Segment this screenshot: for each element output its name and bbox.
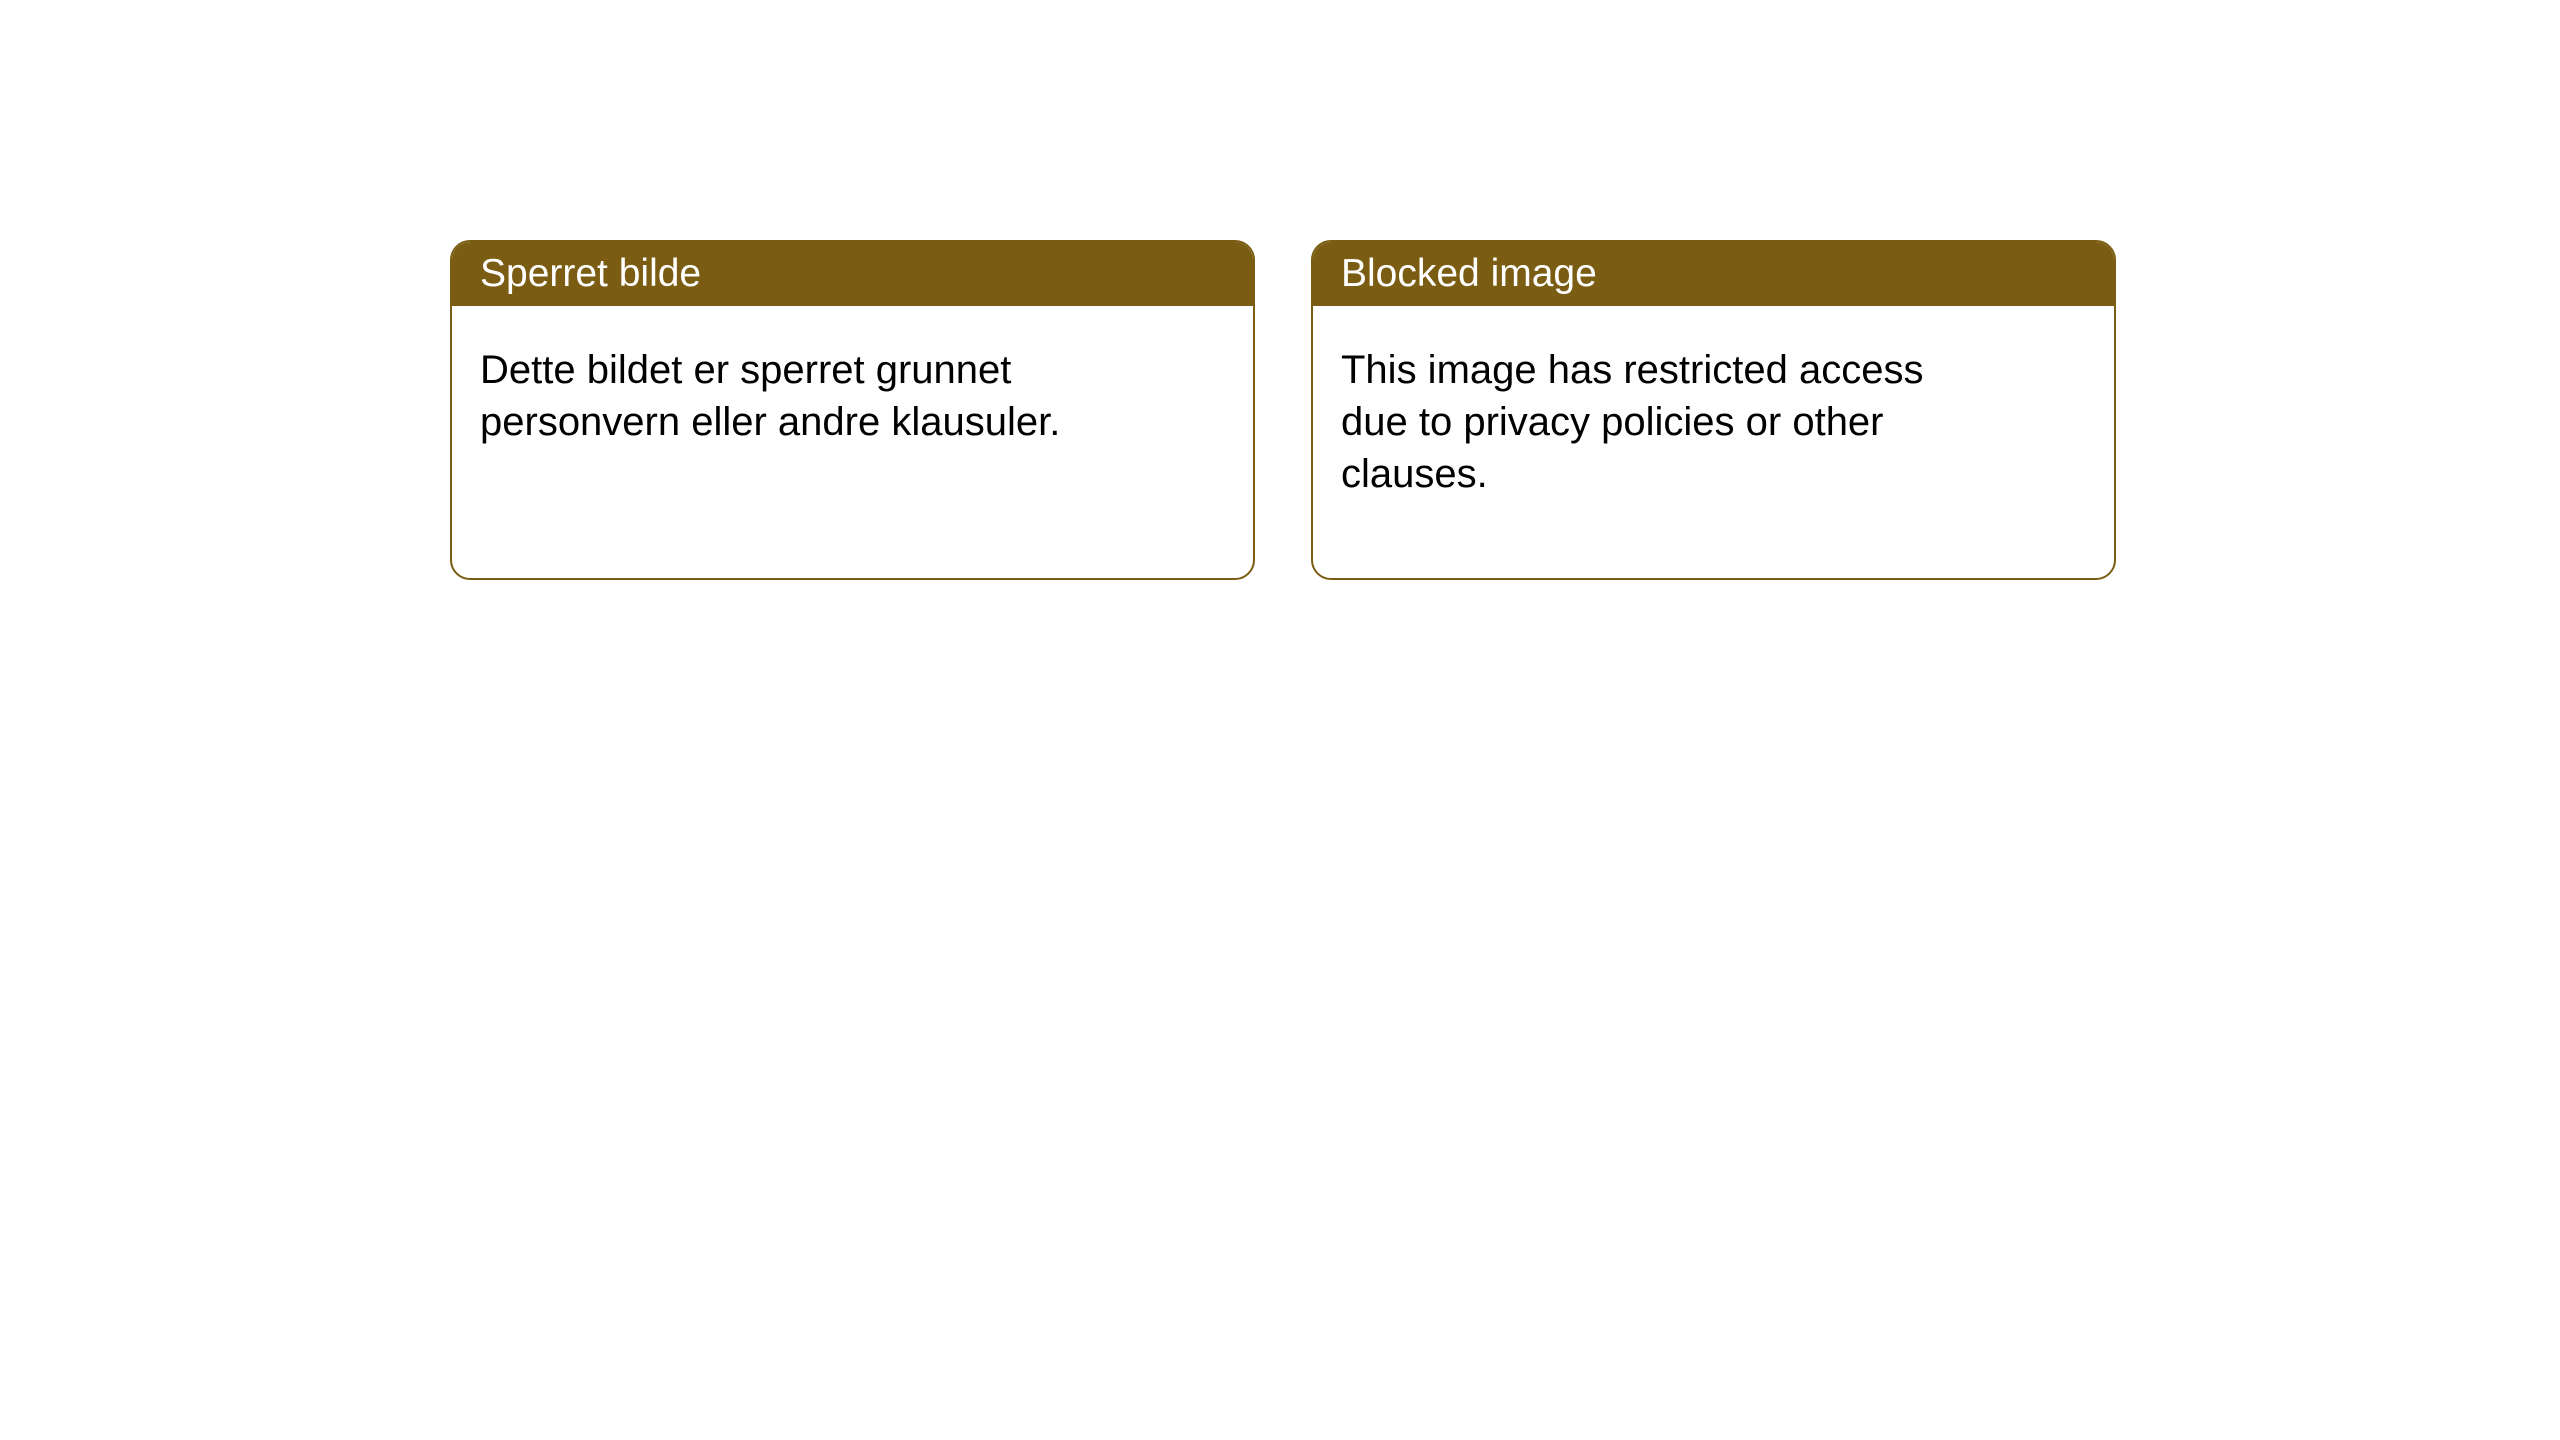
notice-body: Dette bildet er sperret grunnet personve… xyxy=(452,306,1152,476)
notice-title: Blocked image xyxy=(1341,252,1597,295)
notice-card-english: Blocked image This image has restricted … xyxy=(1311,240,2116,580)
notice-header: Sperret bilde xyxy=(452,242,1253,306)
notice-title: Sperret bilde xyxy=(480,252,701,295)
notice-header: Blocked image xyxy=(1313,242,2114,306)
notice-body-text: This image has restricted access due to … xyxy=(1341,348,1923,496)
notice-body-text: Dette bildet er sperret grunnet personve… xyxy=(480,348,1060,444)
notice-container: Sperret bilde Dette bildet er sperret gr… xyxy=(0,0,2560,580)
notice-card-norwegian: Sperret bilde Dette bildet er sperret gr… xyxy=(450,240,1255,580)
notice-body: This image has restricted access due to … xyxy=(1313,306,2013,528)
